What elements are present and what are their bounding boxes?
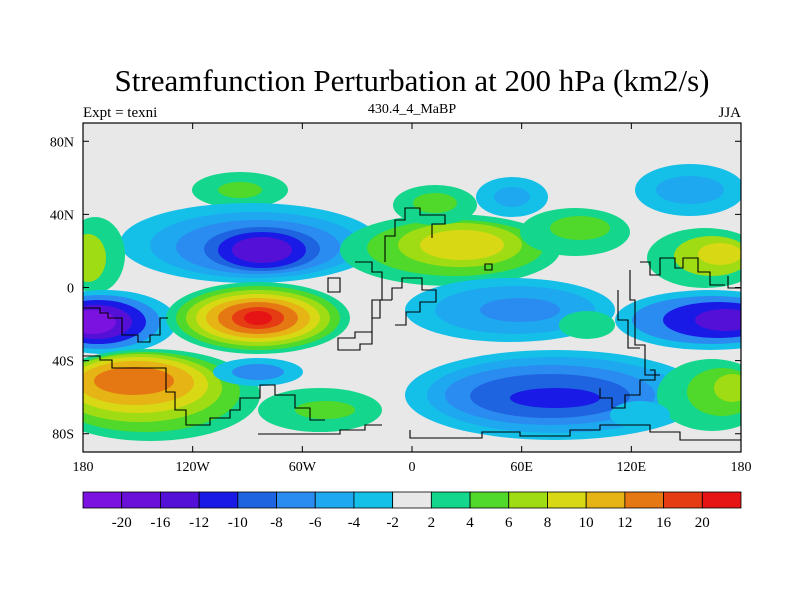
colorbar-swatch (547, 491, 587, 509)
x-tick-label: 60E (510, 460, 533, 475)
x-axis: 180 120W 60W 0 60E 120E 180 (73, 123, 752, 475)
colorbar-swatch (469, 491, 510, 509)
y-tick-label: 40N (50, 208, 74, 223)
colorbar-label: -12 (189, 515, 209, 531)
colorbar-label: -6 (309, 515, 322, 531)
y-tick-label: 80N (50, 135, 74, 150)
y-tick-label: 0 (67, 282, 74, 297)
colorbar-label: -4 (348, 515, 361, 531)
x-tick-label: 0 (409, 460, 416, 475)
anomaly-east-edge-low (615, 290, 741, 350)
colorbar-swatch (624, 491, 664, 509)
colorbar-label: 10 (579, 515, 594, 531)
anomaly-asia-high (520, 208, 630, 256)
colorbar-label: 16 (656, 515, 672, 531)
contour-field (83, 164, 741, 441)
anomaly-npac-high-small (192, 172, 288, 208)
colorbar-swatch (198, 491, 239, 509)
colorbar-swatch (237, 491, 277, 509)
colorbar-label: 8 (544, 515, 552, 531)
colorbar-label: -8 (270, 515, 283, 531)
anomaly-se-high (657, 359, 741, 431)
colorbar-swatch (430, 491, 471, 509)
colorbar-label: 20 (695, 515, 710, 531)
x-tick-label: 120W (176, 460, 211, 475)
season-label: JJA (718, 105, 741, 121)
anomaly-namerica-low (120, 203, 380, 283)
x-tick-label: 180 (731, 460, 752, 475)
anomaly-europe-high-n (393, 185, 477, 225)
colorbar-swatch (353, 491, 394, 509)
colorbar-label: -10 (228, 515, 248, 531)
colorbar-label: 12 (617, 515, 632, 531)
period-label: 430.4_4_MaBP (368, 102, 457, 117)
experiment-label: Expt = texni (83, 105, 157, 121)
anomaly-npac-low (635, 164, 741, 216)
anomaly-west-edge-high (83, 217, 125, 293)
figure-title: Streamfunction Perturbation at 200 hPa (… (115, 63, 710, 98)
anomaly-tropical-high (166, 282, 350, 354)
y-axis: 80N 40N 0 40S 80S (50, 135, 741, 443)
anomaly-africa-high-small (559, 311, 615, 339)
colorbar-swatch (701, 491, 742, 509)
colorbar-swatch (276, 491, 316, 509)
colorbar-label: 4 (466, 515, 474, 531)
anomaly-west-edge-low (83, 290, 177, 354)
colorbar-label: -2 (386, 515, 399, 531)
x-tick-label: 120E (617, 460, 647, 475)
colorbar: -20 -16 -12 -10 -8 -6 -4 -2 2 4 6 8 10 12 16 20 (82, 491, 742, 531)
anomaly-arctic-low-small (476, 177, 548, 217)
colorbar-label: -20 (112, 515, 132, 531)
colorbar-label: -16 (150, 515, 170, 531)
x-tick-label: 180 (73, 460, 94, 475)
colorbar-label: 2 (428, 515, 436, 531)
y-tick-label: 40S (52, 355, 74, 370)
colorbar-swatch (585, 491, 626, 509)
colorbar-swatch (314, 491, 355, 509)
colorbar-swatch (82, 491, 123, 509)
colorbar-swatch (392, 491, 432, 509)
colorbar-swatch (508, 491, 548, 509)
anomaly-sh-low-small (213, 358, 303, 386)
colorbar-swatch (160, 491, 200, 509)
colorbar-label: 6 (505, 515, 513, 531)
y-tick-label: 80S (52, 428, 74, 443)
colorbar-swatch (121, 491, 161, 509)
x-tick-label: 60W (289, 460, 317, 475)
colorbar-swatch (663, 491, 703, 509)
